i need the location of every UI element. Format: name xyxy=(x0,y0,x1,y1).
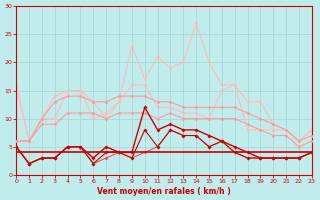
X-axis label: Vent moyen/en rafales ( km/h ): Vent moyen/en rafales ( km/h ) xyxy=(97,187,231,196)
